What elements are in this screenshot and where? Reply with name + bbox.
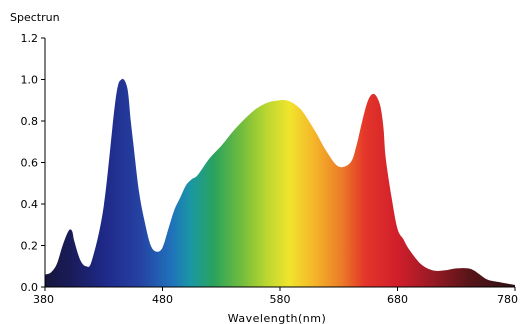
y-tick-label: 0.8 (21, 115, 39, 128)
y-tick-label: 0.6 (21, 157, 39, 170)
y-axis-title: Spectrun (10, 11, 60, 24)
y-tick-label: 0.2 (21, 240, 39, 253)
y-tick-label: 0.0 (21, 281, 39, 294)
x-tick-label: 680 (387, 293, 408, 306)
spectrum-curve (45, 78, 515, 287)
x-tick-label: 380 (33, 293, 54, 306)
plot-area (45, 78, 515, 287)
x-axis-title: Wavelength(nm) (228, 312, 327, 324)
x-tick-label: 480 (152, 293, 173, 306)
x-tick-label: 780 (497, 293, 518, 306)
y-tick-label: 1.2 (21, 32, 39, 45)
y-tick-label: 1.0 (21, 74, 39, 87)
y-ticks: 0.0 0.2 0.4 0.6 0.8 1.0 1.2 (21, 32, 45, 294)
x-tick-label: 580 (270, 293, 291, 306)
y-tick-label: 0.4 (21, 198, 39, 211)
x-ticks: 380 480 580 680 780 (33, 287, 518, 306)
